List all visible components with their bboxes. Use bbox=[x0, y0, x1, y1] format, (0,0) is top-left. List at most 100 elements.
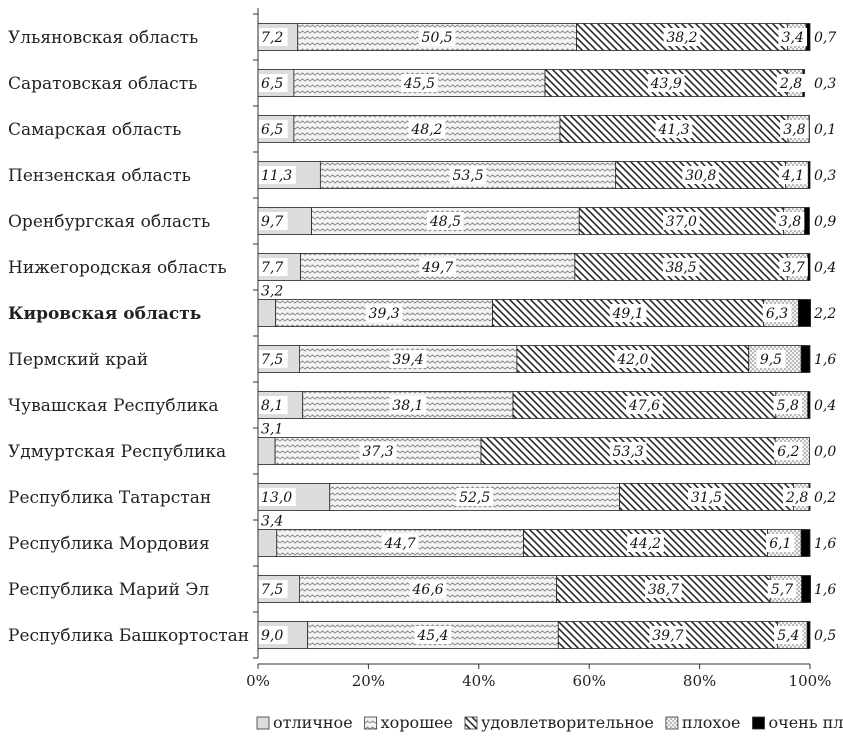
x-tick-label: 80% bbox=[683, 672, 716, 690]
data-label: 38,1 bbox=[392, 398, 423, 414]
data-label: 46,6 bbox=[411, 582, 443, 598]
data-label: 1,6 bbox=[814, 582, 836, 598]
data-label-bg bbox=[627, 534, 664, 552]
data-label: 43,9 bbox=[650, 76, 682, 92]
data-label-bg bbox=[259, 28, 288, 46]
legend-swatch bbox=[364, 716, 378, 730]
data-label: 0,9 bbox=[814, 214, 836, 230]
data-label: 41,3 bbox=[657, 122, 689, 138]
data-label-bg bbox=[449, 166, 487, 184]
data-label: 5,8 bbox=[777, 398, 799, 414]
data-label-bg bbox=[401, 74, 438, 92]
data-label: 6,5 bbox=[261, 76, 283, 92]
data-label: 38,5 bbox=[666, 260, 697, 276]
data-label-bg bbox=[259, 350, 288, 368]
data-label-bg bbox=[688, 488, 725, 506]
data-label: 38,7 bbox=[648, 582, 679, 598]
data-label-bg bbox=[389, 350, 427, 368]
data-label: 49,7 bbox=[421, 260, 453, 276]
x-tick-label: 20% bbox=[352, 672, 385, 690]
category-label: Ульяновская область bbox=[8, 28, 198, 48]
category-label: Республика Башкортостан bbox=[8, 626, 249, 646]
data-label: 39,4 bbox=[393, 352, 424, 368]
data-label-bg bbox=[418, 28, 456, 46]
data-label: 0,5 bbox=[814, 628, 836, 644]
data-label-bg bbox=[767, 580, 797, 598]
data-label-bg bbox=[409, 580, 447, 598]
data-label: 38,2 bbox=[666, 30, 697, 46]
bar-очень-плохое bbox=[801, 575, 811, 603]
data-label: 5,7 bbox=[771, 582, 793, 598]
data-label: 9,0 bbox=[261, 628, 283, 644]
data-label-bg bbox=[609, 442, 647, 460]
data-label: 0,4 bbox=[814, 398, 836, 414]
x-tick-label: 60% bbox=[573, 672, 606, 690]
data-label: 44,7 bbox=[384, 536, 416, 552]
legend-entry: плохое bbox=[682, 713, 741, 732]
data-label: 0,2 bbox=[814, 490, 836, 506]
legend-entry: хорошее bbox=[381, 713, 453, 732]
data-label: 2,8 bbox=[785, 490, 808, 506]
data-label: 0,0 bbox=[814, 444, 836, 460]
data-label: 3,1 bbox=[261, 422, 283, 438]
labels-layer: Ульяновская область 7,2 50,5 38,2 3,4 0,7 Сара… bbox=[8, 28, 836, 646]
data-label: 0,1 bbox=[814, 122, 836, 138]
data-label: 7,5 bbox=[261, 352, 283, 368]
legend-entry: очень плохое bbox=[769, 713, 843, 732]
data-label: 31,5 bbox=[691, 490, 722, 506]
axis-layer: 0% 20% 40% 60% 80% 100% bbox=[246, 8, 831, 690]
data-label: 8,1 bbox=[261, 398, 283, 414]
data-label-bg bbox=[655, 120, 693, 138]
data-label: 0,3 bbox=[814, 76, 836, 92]
data-label-bg bbox=[778, 28, 808, 46]
data-label: 45,5 bbox=[403, 76, 435, 92]
data-label: 5,4 bbox=[777, 628, 799, 644]
data-label-bg bbox=[419, 258, 457, 276]
category-label: Чувашская Республика bbox=[8, 396, 219, 416]
bars-layer bbox=[257, 23, 811, 649]
data-label-bg bbox=[259, 488, 296, 506]
category-label: Кировская область bbox=[8, 304, 201, 324]
data-label-bg bbox=[774, 442, 803, 460]
data-label: 2,2 bbox=[813, 306, 836, 322]
data-label-bg bbox=[649, 626, 687, 644]
bar-очень-плохое bbox=[800, 529, 811, 557]
data-label: 13,0 bbox=[261, 490, 292, 506]
data-label: 48,5 bbox=[429, 214, 461, 230]
data-label-bg bbox=[662, 212, 700, 230]
x-tick-label: 40% bbox=[462, 672, 495, 690]
data-label-bg bbox=[645, 580, 682, 598]
data-label-bg bbox=[773, 396, 803, 414]
data-label: 3,2 bbox=[261, 284, 283, 300]
legend-entry: отличное bbox=[273, 713, 353, 732]
data-label: 39,3 bbox=[369, 306, 400, 322]
bar-отличное bbox=[257, 299, 277, 327]
data-label: 0,7 bbox=[814, 30, 836, 46]
category-label: Пермский край bbox=[8, 350, 148, 370]
data-label: 53,3 bbox=[613, 444, 644, 460]
data-label-bg bbox=[775, 212, 805, 230]
data-label-bg bbox=[381, 534, 419, 552]
data-label-bg bbox=[365, 304, 403, 322]
data-label: 2,8 bbox=[779, 76, 802, 92]
data-label-bg bbox=[259, 580, 288, 598]
category-label: Саратовская область bbox=[8, 74, 197, 94]
data-label: 1,6 bbox=[814, 352, 836, 368]
data-label-bg bbox=[663, 28, 701, 46]
bar-очень-плохое bbox=[798, 299, 811, 327]
category-label: Пензенская область bbox=[8, 166, 191, 186]
bar-очень-плохое bbox=[804, 207, 810, 235]
data-label-bg bbox=[779, 258, 808, 276]
data-label: 3,4 bbox=[261, 514, 283, 530]
data-label: 49,1 bbox=[612, 306, 644, 322]
data-label-bg bbox=[778, 166, 808, 184]
data-label: 6,5 bbox=[261, 122, 283, 138]
data-label-bg bbox=[427, 212, 464, 230]
data-label-bg bbox=[609, 304, 647, 322]
data-label-bg bbox=[626, 396, 663, 414]
category-label: Самарская область bbox=[8, 120, 181, 140]
data-label-bg bbox=[259, 212, 288, 230]
data-label: 0,4 bbox=[814, 260, 836, 276]
data-label-bg bbox=[614, 350, 652, 368]
data-label-bg bbox=[259, 258, 288, 276]
